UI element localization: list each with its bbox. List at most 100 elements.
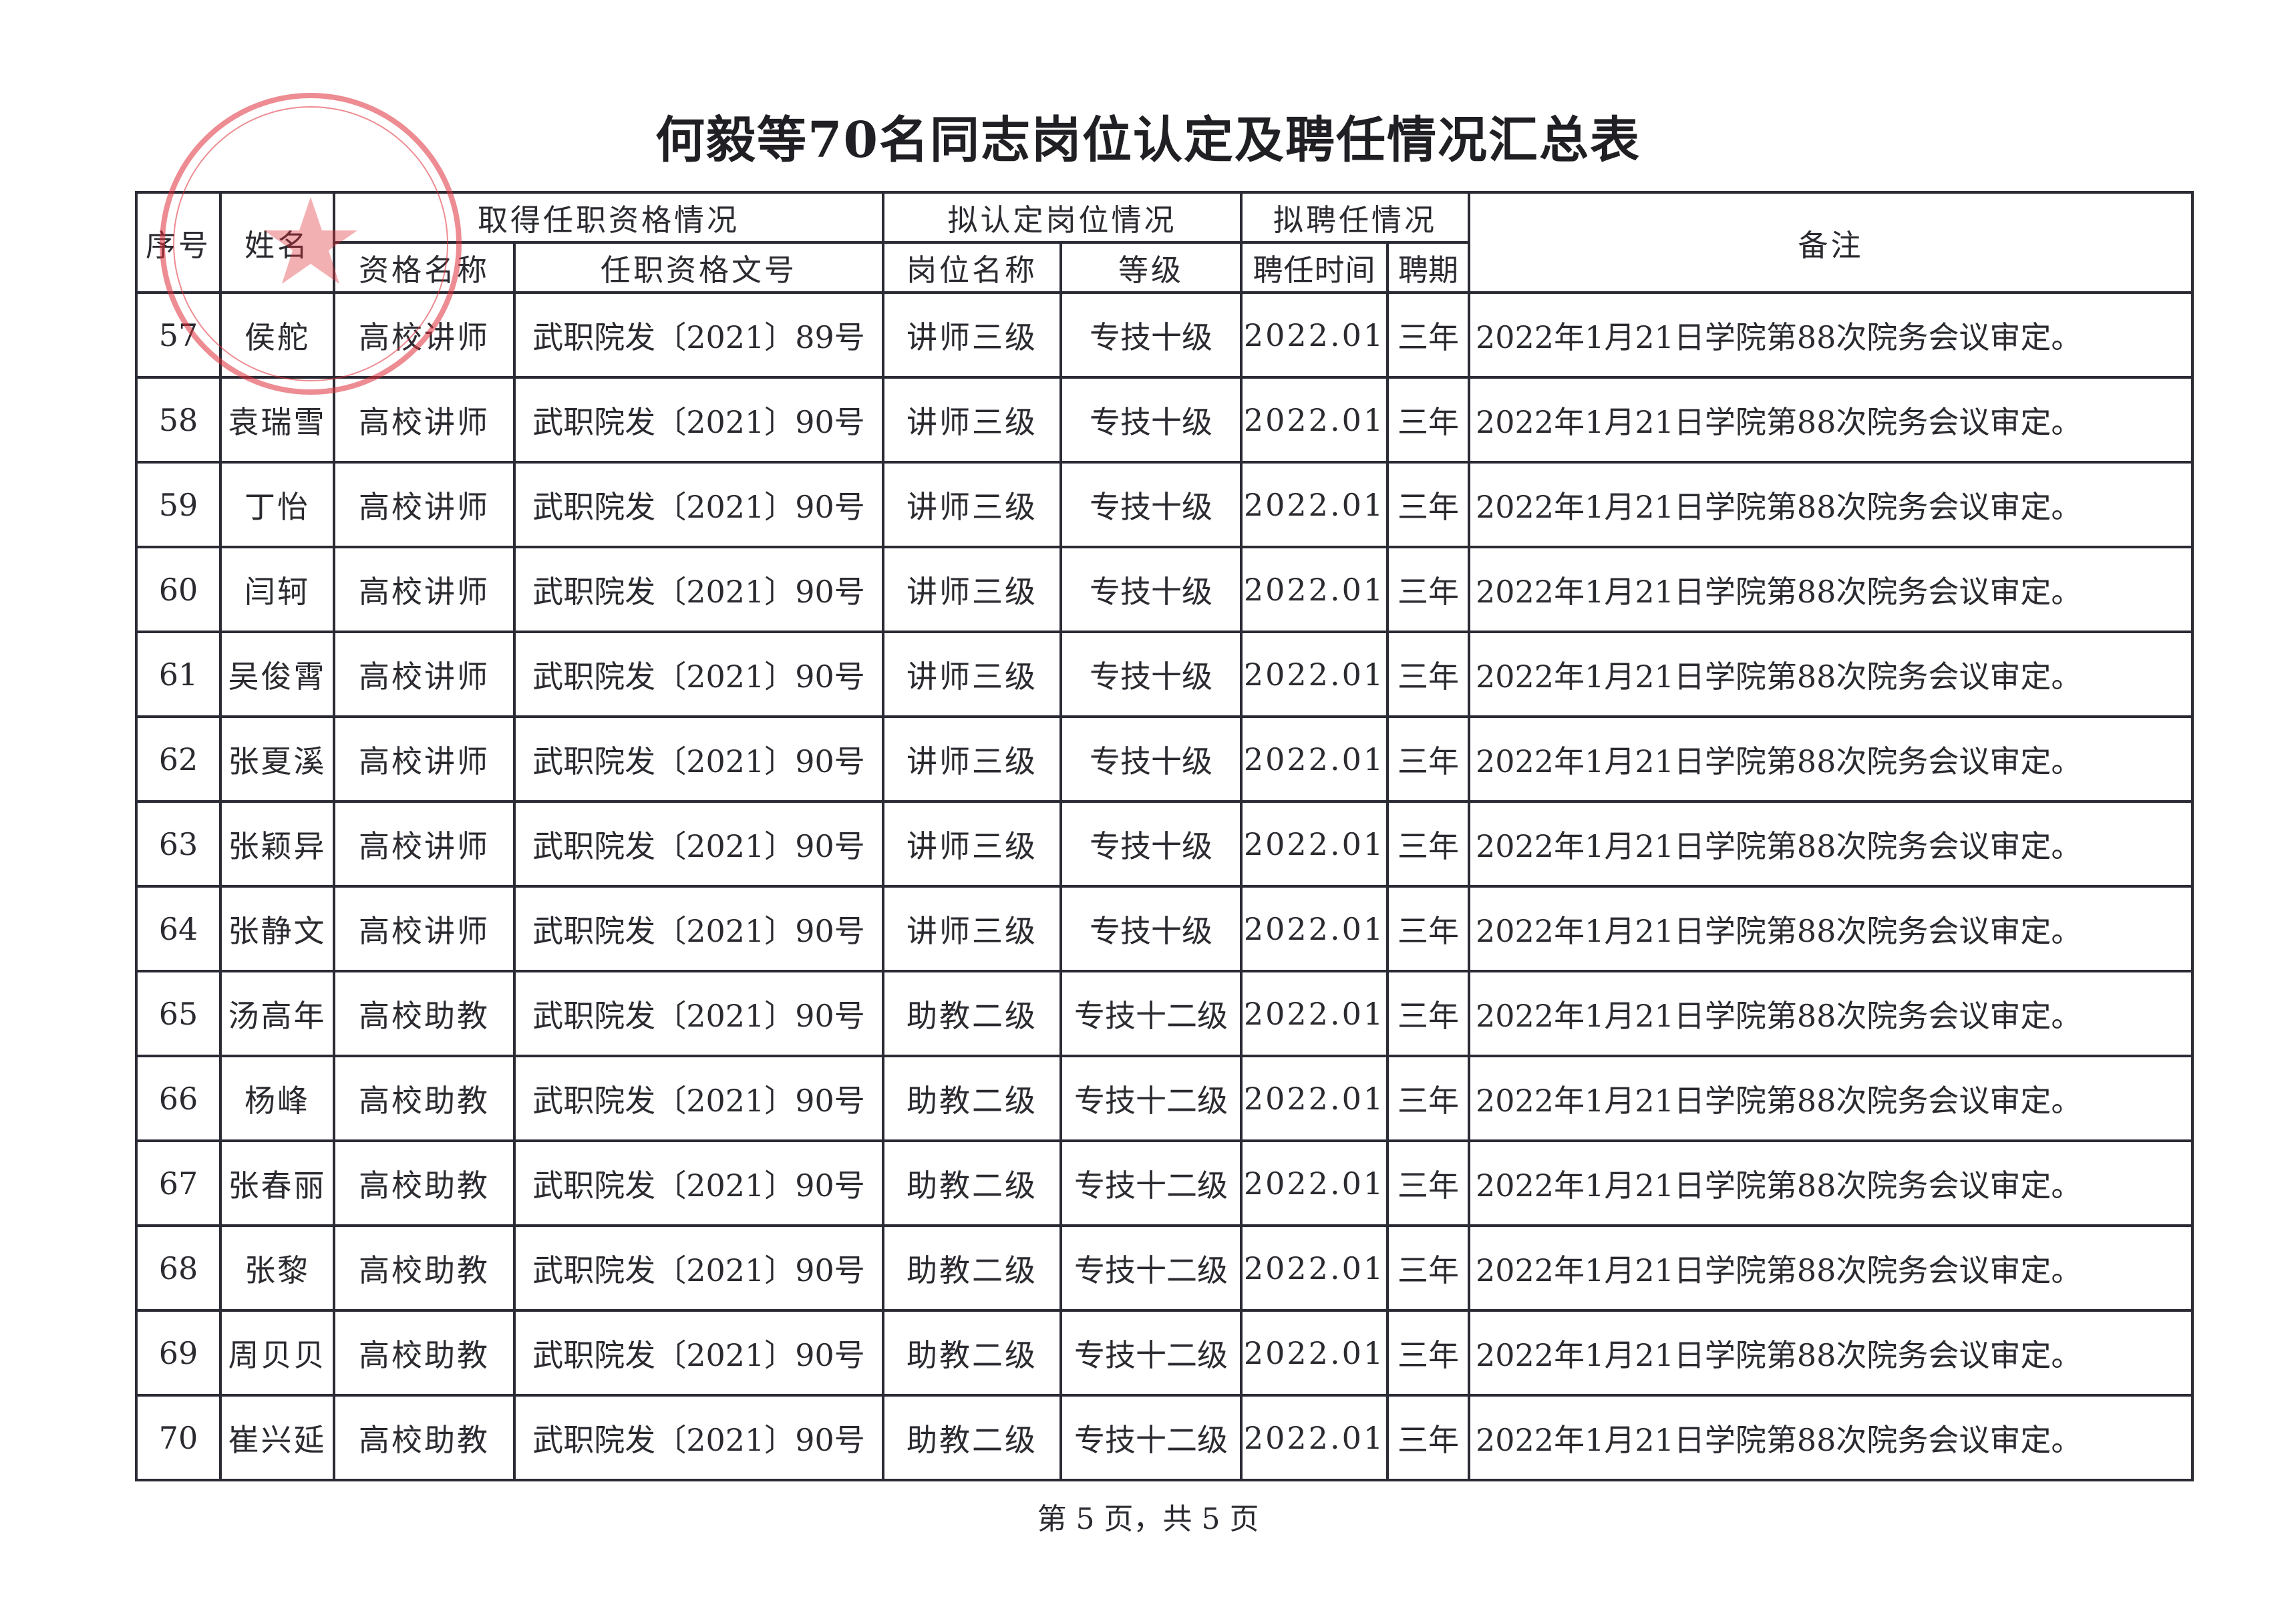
cell-note: 2022年1月21日学院第88次院务会议审定。	[1468, 1139, 2194, 1227]
header-grade: 等级	[1059, 241, 1243, 294]
cell-term: 三年	[1386, 546, 1470, 633]
cell-grade: 专技十级	[1059, 885, 1243, 972]
cell-term: 三年	[1386, 715, 1470, 803]
cell-qualification-name: 高校讲师	[333, 291, 516, 379]
cell-hire-time: 2022.01	[1240, 1224, 1389, 1312]
cell-name: 丁怡	[219, 461, 335, 548]
cell-qualification-name: 高校助教	[333, 1224, 516, 1312]
cell-term: 三年	[1386, 1139, 1470, 1227]
cell-qualification-doc: 武职院发〔2021〕90号	[513, 1139, 884, 1227]
table-body: 57 侯舵 高校讲师 武职院发〔2021〕89号 讲师三级 专技十级 2022.01 三年 20…	[135, 291, 2194, 1481]
cell-note: 2022年1月21日学院第88次院务会议审定。	[1468, 970, 2194, 1057]
cell-qualification-doc: 武职院发〔2021〕90号	[513, 1309, 884, 1397]
cell-name: 张春丽	[219, 1139, 335, 1227]
table-row: 67 张春丽 高校助教 武职院发〔2021〕90号 助教二级 专技十二级 2022.01 三年…	[135, 1139, 2194, 1227]
cell-grade: 专技十级	[1059, 546, 1243, 633]
cell-note: 2022年1月21日学院第88次院务会议审定。	[1468, 1055, 2194, 1142]
cell-post-name: 助教二级	[882, 1055, 1062, 1142]
cell-term: 三年	[1386, 291, 1470, 379]
cell-name: 吴俊霄	[219, 631, 335, 718]
cell-grade: 专技十级	[1059, 800, 1243, 888]
cell-qualification-name: 高校讲师	[333, 631, 516, 718]
cell-qualification-doc: 武职院发〔2021〕90号	[513, 376, 884, 464]
header-term: 聘期	[1386, 241, 1470, 294]
cell-hire-time: 2022.01	[1240, 970, 1389, 1057]
page-footer: 第 5 页，共 5 页	[1037, 1502, 1259, 1536]
cell-qualification-name: 高校讲师	[333, 715, 516, 803]
cell-note: 2022年1月21日学院第88次院务会议审定。	[1468, 1224, 2194, 1312]
cell-grade: 专技十二级	[1059, 1055, 1243, 1142]
cell-seq: 67	[135, 1139, 222, 1227]
cell-hire-time: 2022.01	[1240, 800, 1389, 888]
table-row: 66 杨峰 高校助教 武职院发〔2021〕90号 助教二级 专技十二级 2022.01 三年 2…	[135, 1055, 2194, 1142]
header-note: 备注	[1468, 191, 2194, 294]
header-seq: 序号	[135, 191, 222, 294]
cell-seq: 70	[135, 1394, 222, 1481]
cell-note: 2022年1月21日学院第88次院务会议审定。	[1468, 800, 2194, 888]
cell-name: 崔兴延	[219, 1394, 335, 1481]
cell-qualification-doc: 武职院发〔2021〕90号	[513, 1394, 884, 1481]
cell-hire-time: 2022.01	[1240, 291, 1389, 379]
cell-note: 2022年1月21日学院第88次院务会议审定。	[1468, 546, 2194, 633]
header-qualification-group: 取得任职资格情况	[333, 191, 884, 244]
cell-qualification-name: 高校讲师	[333, 546, 516, 633]
cell-hire-time: 2022.01	[1240, 1055, 1389, 1142]
cell-seq: 63	[135, 800, 222, 888]
cell-term: 三年	[1386, 1309, 1470, 1397]
cell-hire-time: 2022.01	[1240, 1394, 1389, 1481]
cell-qualification-name: 高校助教	[333, 1055, 516, 1142]
cell-name: 汤高年	[219, 970, 335, 1057]
cell-post-name: 讲师三级	[882, 376, 1062, 464]
cell-qualification-doc: 武职院发〔2021〕90号	[513, 885, 884, 972]
cell-note: 2022年1月21日学院第88次院务会议审定。	[1468, 631, 2194, 718]
cell-post-name: 讲师三级	[882, 885, 1062, 972]
cell-name: 张夏溪	[219, 715, 335, 803]
header-hire-time: 聘任时间	[1240, 241, 1389, 294]
cell-term: 三年	[1386, 1224, 1470, 1312]
cell-qualification-name: 高校助教	[333, 970, 516, 1057]
cell-hire-time: 2022.01	[1240, 376, 1389, 464]
table-row: 70 崔兴延 高校助教 武职院发〔2021〕90号 助教二级 专技十二级 2022.01 三年…	[135, 1394, 2194, 1481]
cell-name: 张颖异	[219, 800, 335, 888]
cell-name: 张黎	[219, 1224, 335, 1312]
cell-grade: 专技十级	[1059, 291, 1243, 379]
table-row: 63 张颖异 高校讲师 武职院发〔2021〕90号 讲师三级 专技十级 2022.01 三年 2…	[135, 800, 2194, 888]
cell-seq: 61	[135, 631, 222, 718]
cell-post-name: 助教二级	[882, 1394, 1062, 1481]
cell-qualification-doc: 武职院发〔2021〕90号	[513, 631, 884, 718]
document-title: 何毅等70名同志岗位认定及聘任情况汇总表	[655, 112, 1641, 169]
cell-seq: 69	[135, 1309, 222, 1397]
cell-note: 2022年1月21日学院第88次院务会议审定。	[1468, 1309, 2194, 1397]
cell-seq: 62	[135, 715, 222, 803]
cell-qualification-name: 高校助教	[333, 1139, 516, 1227]
cell-hire-time: 2022.01	[1240, 631, 1389, 718]
cell-qualification-doc: 武职院发〔2021〕90号	[513, 461, 884, 548]
cell-seq: 68	[135, 1224, 222, 1312]
cell-seq: 57	[135, 291, 222, 379]
cell-term: 三年	[1386, 631, 1470, 718]
cell-name: 闫轲	[219, 546, 335, 633]
cell-note: 2022年1月21日学院第88次院务会议审定。	[1468, 1394, 2194, 1481]
table-row: 64 张静文 高校讲师 武职院发〔2021〕90号 讲师三级 专技十级 2022.01 三年 2…	[135, 885, 2194, 972]
cell-term: 三年	[1386, 461, 1470, 548]
table-row: 68 张黎 高校助教 武职院发〔2021〕90号 助教二级 专技十二级 2022.01 三年 2…	[135, 1224, 2194, 1312]
cell-qualification-name: 高校讲师	[333, 461, 516, 548]
cell-post-name: 讲师三级	[882, 631, 1062, 718]
header-qualification-doc: 任职资格文号	[513, 241, 884, 294]
cell-qualification-doc: 武职院发〔2021〕90号	[513, 800, 884, 888]
cell-qualification-doc: 武职院发〔2021〕90号	[513, 970, 884, 1057]
cell-grade: 专技十二级	[1059, 1394, 1243, 1481]
cell-seq: 66	[135, 1055, 222, 1142]
cell-name: 周贝贝	[219, 1309, 335, 1397]
cell-post-name: 讲师三级	[882, 546, 1062, 633]
table-row: 62 张夏溪 高校讲师 武职院发〔2021〕90号 讲师三级 专技十级 2022.01 三年 2…	[135, 715, 2194, 803]
cell-note: 2022年1月21日学院第88次院务会议审定。	[1468, 291, 2194, 379]
cell-seq: 60	[135, 546, 222, 633]
cell-hire-time: 2022.01	[1240, 461, 1389, 548]
cell-grade: 专技十级	[1059, 461, 1243, 548]
table-row: 59 丁怡 高校讲师 武职院发〔2021〕90号 讲师三级 专技十级 2022.01 三年 20…	[135, 461, 2194, 548]
header-post-group: 拟认定岗位情况	[882, 191, 1243, 244]
cell-term: 三年	[1386, 1394, 1470, 1481]
cell-post-name: 讲师三级	[882, 800, 1062, 888]
cell-qualification-doc: 武职院发〔2021〕90号	[513, 1055, 884, 1142]
